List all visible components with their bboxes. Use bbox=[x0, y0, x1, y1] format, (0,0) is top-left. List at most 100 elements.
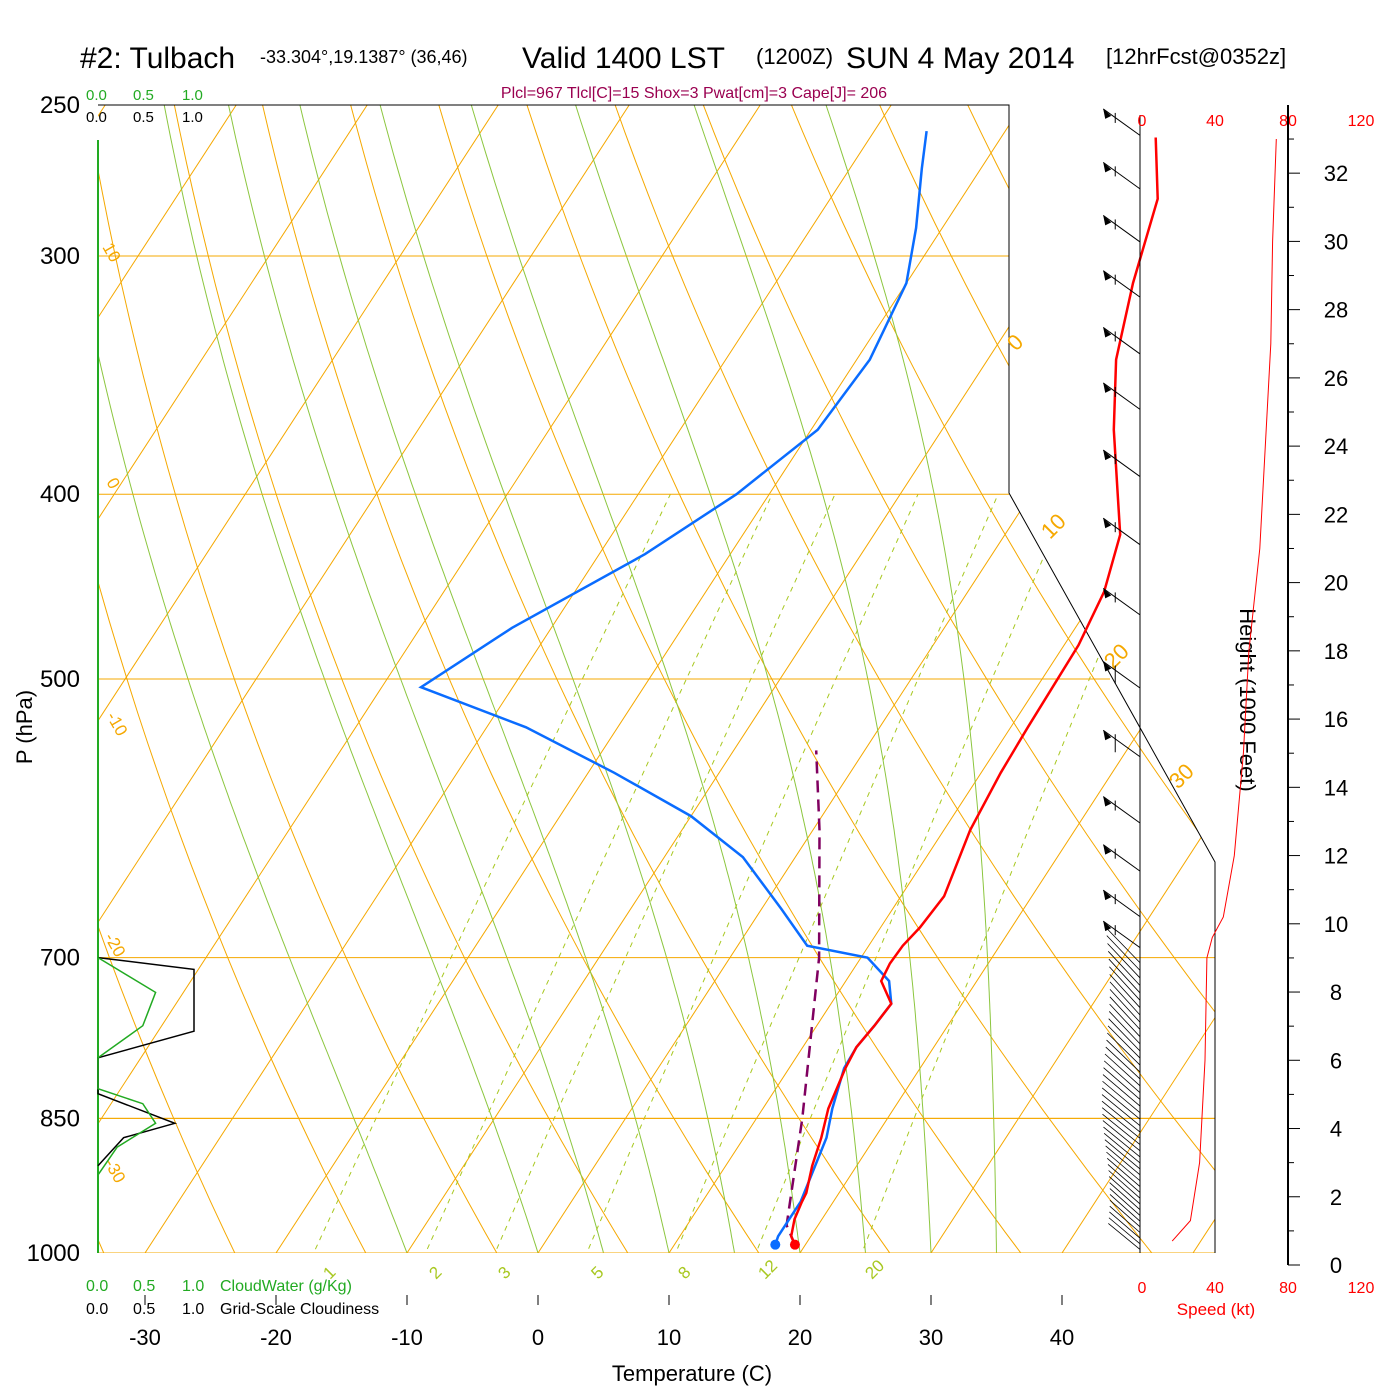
wind-barb bbox=[1105, 1145, 1141, 1176]
speed-tick-bottom: 0 bbox=[1138, 1280, 1147, 1297]
barb-staff bbox=[1102, 889, 1141, 918]
wind-barb bbox=[1106, 1039, 1141, 1073]
speed-tick-top: 40 bbox=[1206, 113, 1224, 130]
dry-adiabat-line bbox=[602, 105, 1215, 1253]
isotherm-label: 10 bbox=[1036, 509, 1071, 544]
cloudiness-tick-top: 1.0 bbox=[182, 109, 203, 126]
wind-barb bbox=[1102, 382, 1141, 410]
isotherm-line bbox=[98, 105, 237, 1253]
barb-flag bbox=[1103, 327, 1112, 338]
dry-adiabat-line bbox=[98, 105, 388, 1253]
utc-time: (1200Z) bbox=[756, 44, 833, 69]
barb-flag bbox=[1103, 844, 1112, 855]
isotherm-line bbox=[930, 105, 1215, 1253]
height-tick-label: 16 bbox=[1324, 707, 1348, 732]
wind-barb bbox=[1109, 974, 1141, 1008]
wind-barb bbox=[1102, 215, 1141, 243]
wind-barb bbox=[1102, 1074, 1141, 1107]
moist-adiabat-line bbox=[163, 105, 539, 1253]
wind-barb bbox=[1109, 1003, 1141, 1037]
height-tick-label: 6 bbox=[1330, 1048, 1342, 1073]
height-tick-label: 28 bbox=[1324, 298, 1348, 323]
wind-barb bbox=[1101, 1094, 1141, 1126]
surface-dewpoint-dot bbox=[770, 1239, 781, 1250]
mixing-ratio-label: 5 bbox=[587, 1263, 607, 1283]
moist-adiabat-line bbox=[379, 105, 735, 1253]
wind-barb bbox=[1106, 935, 1141, 971]
dry-adiabat-line bbox=[341, 105, 920, 1253]
isotherm-label: -20 bbox=[101, 930, 130, 961]
mixing-ratio-line bbox=[480, 493, 836, 1253]
barb-flag bbox=[1103, 921, 1112, 932]
speed-tick-top: 0 bbox=[1138, 113, 1147, 130]
wind-barb bbox=[1108, 958, 1141, 994]
x-tick-label: 0 bbox=[532, 1325, 544, 1350]
speed-tick-bottom: 120 bbox=[1348, 1280, 1375, 1297]
wind-barb bbox=[1102, 729, 1141, 758]
isotherm-line bbox=[1192, 105, 1215, 1253]
pressure-tick-label: 500 bbox=[40, 666, 80, 693]
mixing-ratio-line bbox=[298, 493, 671, 1253]
height-tick-label: 12 bbox=[1324, 844, 1348, 869]
wind-barb bbox=[1109, 989, 1141, 1023]
height-tick-label: 20 bbox=[1324, 571, 1348, 596]
valid-time: Valid 1400 LST bbox=[522, 42, 725, 75]
wind-barb bbox=[1102, 1113, 1141, 1145]
barb-staff bbox=[1102, 729, 1141, 758]
pressure-tick-label: 700 bbox=[40, 945, 80, 972]
barb-staff bbox=[1102, 215, 1141, 243]
barb-staff bbox=[1102, 796, 1141, 824]
barb-staff bbox=[1102, 920, 1141, 949]
wind-barb bbox=[1109, 966, 1141, 1001]
wind-barb bbox=[1105, 1046, 1141, 1080]
barb-staff bbox=[1102, 161, 1141, 190]
height-tick-label: 8 bbox=[1330, 980, 1342, 1005]
isotherm-label: 10 bbox=[99, 240, 125, 266]
wind-barb bbox=[1103, 1067, 1141, 1100]
dry-adiabat-line bbox=[428, 105, 1052, 1253]
forecast-label: [12hrFcst@0352z] bbox=[1106, 44, 1286, 69]
moist-adiabat-line bbox=[693, 105, 932, 1253]
cloudwater-tick-top: 1.0 bbox=[182, 87, 203, 104]
parcel-trace bbox=[785, 750, 821, 1246]
barb-flag bbox=[1103, 661, 1112, 672]
wind-barb bbox=[1107, 1025, 1141, 1059]
x-tick-label: -20 bbox=[260, 1325, 292, 1350]
wind-barb bbox=[1101, 1107, 1141, 1139]
wind-barb bbox=[1103, 1126, 1141, 1158]
isotherm-line bbox=[1061, 105, 1215, 1253]
height-tick-label: 2 bbox=[1330, 1185, 1342, 1210]
dry-adiabat-line bbox=[1301, 71, 1400, 1293]
plot-frame bbox=[98, 104, 1216, 1253]
wind-barb bbox=[1102, 588, 1141, 616]
cloudwater-tick-bottom: 1.0 bbox=[182, 1278, 204, 1295]
wind-barb bbox=[1102, 270, 1141, 298]
mixing-ratio-line bbox=[410, 493, 773, 1253]
barb-flag bbox=[1103, 518, 1112, 529]
mixing-ratio-label: 3 bbox=[494, 1263, 514, 1283]
x-tick-label: 10 bbox=[657, 1325, 681, 1350]
y-axis-title: P (hPa) bbox=[12, 690, 37, 764]
grid-layer bbox=[98, 71, 1400, 1293]
moist-adiabat-line bbox=[98, 105, 408, 1253]
pressure-tick-label: 400 bbox=[40, 481, 80, 508]
wind-barb bbox=[1102, 920, 1141, 949]
barb-flag bbox=[1103, 108, 1112, 119]
isotherm-line bbox=[98, 105, 368, 1253]
mixing-ratio-line bbox=[572, 493, 919, 1253]
mixing-ratio-line bbox=[742, 494, 1071, 1253]
wind-speed-trace bbox=[1171, 138, 1277, 1242]
wind-barb bbox=[1102, 517, 1141, 546]
wind-barb bbox=[1109, 1205, 1141, 1233]
isotherm-label: 0 bbox=[1002, 329, 1028, 355]
wind-barb bbox=[1106, 1151, 1141, 1182]
barb-flag bbox=[1103, 730, 1112, 741]
barb-staff bbox=[1102, 270, 1141, 298]
height-tick-label: 32 bbox=[1324, 161, 1348, 186]
dewpoint-trace bbox=[418, 130, 928, 1246]
barb-flag bbox=[1103, 588, 1112, 599]
wind-barb bbox=[1102, 844, 1141, 872]
moist-adiabat-line bbox=[470, 105, 801, 1253]
barb-staff bbox=[1102, 382, 1141, 410]
